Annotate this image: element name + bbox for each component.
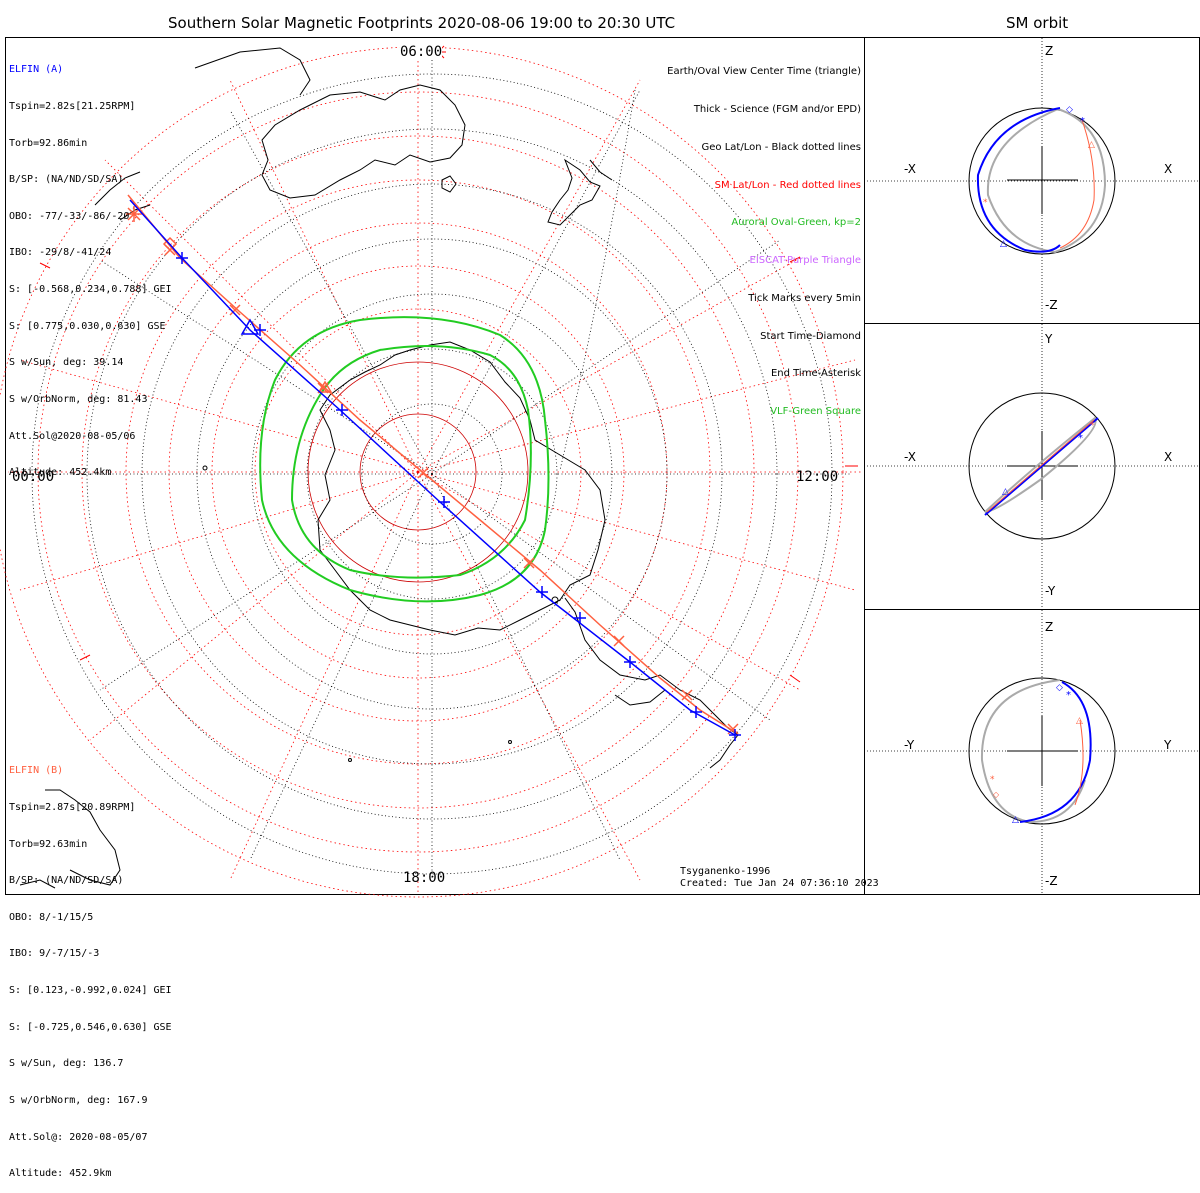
elfin-b-line: Torb=92.63min: [9, 838, 88, 850]
elfin-b-line: S: [0.123,-0.992,0.024] GEI: [9, 985, 172, 997]
elfin-a-line: IBO: -29/8/-41/24: [9, 247, 112, 259]
elfin-a-line: B/SP: (NA/ND/SD/SA): [9, 174, 124, 186]
elfin-a-line: Tspin=2.82s[21.25RPM]: [9, 101, 136, 113]
time-label-right: 12:00: [796, 469, 839, 485]
orbit3-left-label: -Y: [904, 738, 915, 752]
orbit2-left-label: -X: [904, 450, 916, 464]
figure-canvas: * ◇ △ * △ * △ * * ◇ △ * ◇ △: [0, 37, 1200, 898]
orbit-panel-yz: * ◇ △ * ◇ △: [864, 610, 1200, 894]
orbit3-bottom-label: -Z: [1045, 874, 1058, 888]
svg-text:△: △: [1002, 487, 1009, 497]
legend-item: Thick - Science (FGM and/or EPD): [693, 103, 861, 115]
sm-edge-ticks: [39, 256, 858, 683]
elfin-b-line: Tspin=2.87s[20.89RPM]: [9, 802, 136, 814]
elfin-a-track: [129, 199, 741, 741]
time-label-top: 06:00: [400, 44, 443, 60]
orbit-panel-xz: * ◇ △ * △: [864, 38, 1200, 323]
elfin-b-info: ELFIN (B) Tspin=2.87s[20.89RPM] Torb=92.…: [9, 741, 172, 1193]
orbit1-bottom-label: -Z: [1045, 298, 1058, 312]
elfin-b-triangle: [317, 380, 333, 393]
legend-item: Geo Lat/Lon - Black dotted lines: [701, 141, 861, 153]
orbit-panel-xy: * △ *: [864, 324, 1200, 609]
plot-title: Southern Solar Magnetic Footprints 2020-…: [168, 14, 676, 32]
time-label-bottom: 18:00: [403, 870, 446, 886]
created-label: Created: Tue Jan 24 07:36:10 2023: [680, 878, 879, 889]
legend-item: VLF-Green Square: [770, 406, 861, 418]
elfin-a-line: Torb=92.86min: [9, 137, 88, 149]
orbit2-right-label: X: [1164, 450, 1173, 464]
elfin-b-line: S: [-0.725,0.546,0.630] GSE: [9, 1021, 172, 1033]
elfin-a-line: S w/OrbNorm, deg: 81.43: [9, 393, 148, 405]
orbit1-top-label: Z: [1045, 44, 1054, 58]
elfin-b-line: S w/OrbNorm, deg: 167.9: [9, 1094, 148, 1106]
orbit1-right-label: X: [1164, 162, 1173, 176]
elfin-b-line: B/SP: (NA/ND/SD/SA): [9, 875, 124, 887]
legend-item: SM Lat/Lon - Red dotted lines: [714, 179, 861, 191]
elfin-a-line: S: [-0.568,0.234,0.788] GEI: [9, 284, 172, 296]
sm-meridians: [8, 45, 862, 895]
svg-text:*: *: [1078, 433, 1083, 444]
time-label-left: 00:00: [12, 469, 55, 485]
orbit2-top-label: Y: [1045, 332, 1053, 346]
svg-text:△: △: [1088, 140, 1095, 150]
model-label: Tsyganenko-1996: [680, 866, 771, 877]
legend-item: End Time-Asterisk: [770, 368, 861, 380]
svg-text:*: *: [990, 775, 995, 785]
svg-text:*: *: [1066, 690, 1071, 701]
legend-item: Earth/Oval View Center Time (triangle): [667, 66, 861, 78]
legend-item: Tick Marks every 5min: [748, 292, 861, 304]
orbit-title: SM orbit: [1006, 14, 1069, 32]
svg-text:*: *: [1080, 116, 1085, 127]
elfin-a-line: Altitude: 452.4km: [9, 467, 112, 479]
legend: Earth/Oval View Center Time (triangle) T…: [667, 41, 861, 431]
orbit1-left-label: -X: [904, 162, 916, 176]
svg-text:◇: ◇: [1056, 683, 1063, 693]
elfin-a-line: Att.Sol@2020-08-05/06: [9, 430, 136, 442]
svg-text:◇: ◇: [993, 790, 1000, 799]
map: [0, 44, 862, 898]
elfin-b-track: [126, 194, 739, 735]
coastlines: [19, 47, 739, 889]
elfin-b-line: OBO: 8/-1/15/5: [9, 911, 94, 923]
elfin-b-line: IBO: 9/-7/15/-3: [9, 948, 100, 960]
auroral-oval-outer: [259, 316, 550, 603]
svg-text:*: *: [983, 198, 988, 208]
elfin-a-line: S: [0.775,0.030,0.630] GSE: [9, 320, 166, 332]
orbit3-top-label: Z: [1045, 620, 1054, 634]
auroral-oval-inner: [290, 345, 532, 579]
legend-item: EISCAT-Purple Triangle: [749, 255, 862, 267]
legend-item: Start Time-Diamond: [760, 330, 861, 342]
auroral-ovals: [259, 316, 550, 603]
svg-text:△: △: [1000, 239, 1007, 249]
orbit2-bottom-label: -Y: [1045, 584, 1056, 598]
svg-text:*: *: [1090, 421, 1095, 431]
elfin-a-triangle: [240, 318, 260, 335]
elfin-b-line: S w/Sun, deg: 136.7: [9, 1058, 124, 1070]
elfin-b-line: Att.Sol@: 2020-08-05/07: [9, 1131, 148, 1143]
elfin-b-line: Altitude: 452.9km: [9, 1168, 112, 1180]
legend-item: Auroral Oval-Green, kp=2: [731, 217, 861, 229]
elfin-b-start-diamond: [162, 236, 178, 252]
orbit3-right-label: Y: [1164, 738, 1172, 752]
svg-text:◇: ◇: [1066, 105, 1073, 115]
elfin-a-line: OBO: -77/-33/-86/-20: [9, 210, 130, 222]
elfin-a-line: S w/Sun, deg: 39.14: [9, 357, 124, 369]
svg-text:△: △: [1076, 716, 1083, 726]
elfin-b-name: ELFIN (B): [9, 765, 64, 777]
elfin-a-name: ELFIN (A): [9, 64, 64, 76]
elfin-a-info: ELFIN (A) Tspin=2.82s[21.25RPM] Torb=92.…: [9, 40, 172, 492]
svg-text:△: △: [1012, 815, 1019, 825]
sm-inner-circles: [307, 361, 529, 583]
